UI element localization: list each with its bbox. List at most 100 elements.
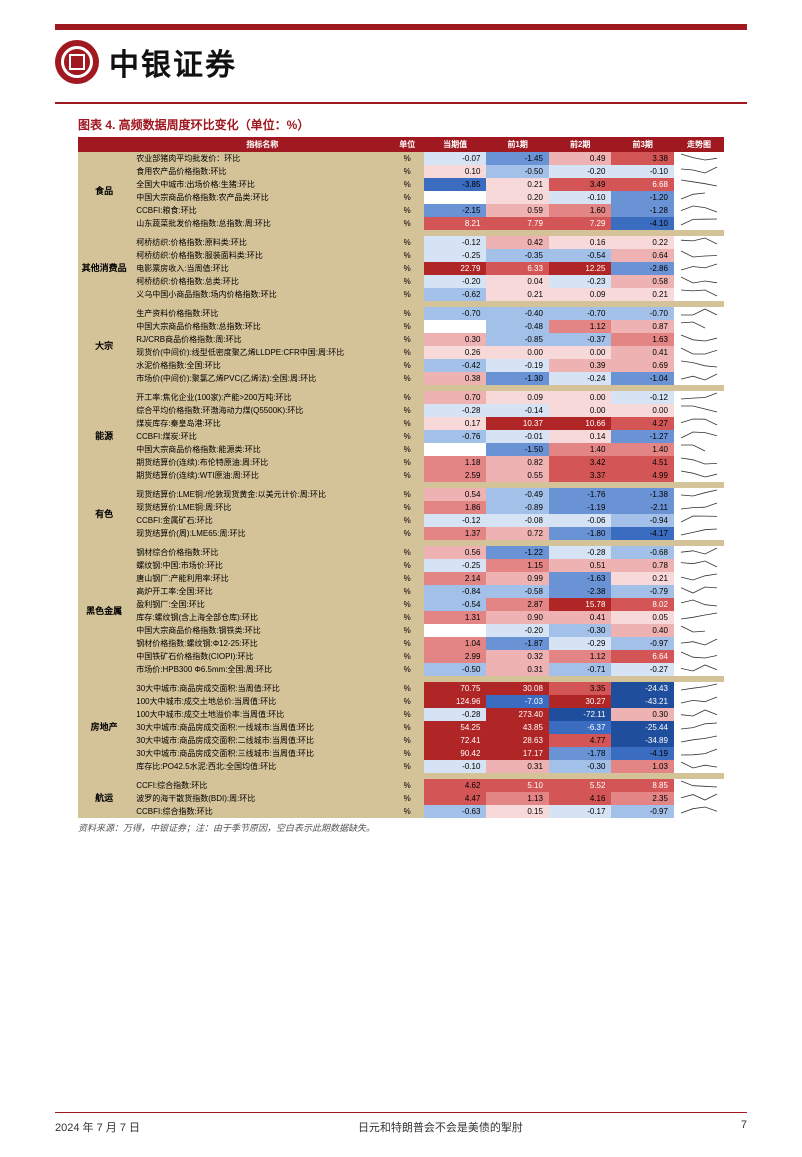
sparkline-cell [674,275,724,288]
value-cell: -0.68 [611,546,674,559]
unit-cell: % [391,165,424,178]
sparkline-cell [674,288,724,301]
bank-logo-icon [55,40,99,84]
value-cell: 0.39 [549,359,612,372]
col-p1: 前1期 [486,137,549,152]
sparkline-cell [674,346,724,359]
indicator-name: 钢材综合价格指数:环比 [134,546,390,559]
table-row: 中国大宗商品价格指数:农产品类:环比%0.20-0.10-1.20 [78,191,724,204]
value-cell: -0.94 [611,514,674,527]
value-cell: 0.55 [486,469,549,482]
value-cell: -34.89 [611,734,674,747]
indicator-name: 煤炭库存:秦皇岛港:环比 [134,417,390,430]
unit-cell: % [391,333,424,346]
value-cell: -0.84 [424,585,487,598]
unit-cell: % [391,734,424,747]
value-cell: 0.21 [611,288,674,301]
sparkline-cell [674,559,724,572]
value-cell: 15.78 [549,598,612,611]
unit-cell: % [391,546,424,559]
sparkline-cell [674,747,724,760]
value-cell: -0.70 [611,307,674,320]
indicator-name: 现货结算价:LME铜:/伦敦现货黄金:以美元计价:周:环比 [134,488,390,501]
table-row: 中国铁矿石价格指数(CIOPI):环比%2.990.321.126.64 [78,650,724,663]
value-cell: -1.76 [549,488,612,501]
value-cell: 0.09 [486,391,549,404]
indicator-name: 柯桥纺织:价格指数:服装面料类:环比 [134,249,390,262]
value-cell: -0.63 [424,805,487,818]
indicator-name: 波罗的海干散货指数(BDI):周:环比 [134,792,390,805]
value-cell: 5.10 [486,779,549,792]
value-cell: 7.29 [549,217,612,230]
value-cell: -0.12 [611,391,674,404]
value-cell [424,320,487,333]
table-row: CCBFI:金属矿石:环比%-0.12-0.08-0.06-0.94 [78,514,724,527]
value-cell: -1.87 [486,637,549,650]
chart-title: 图表 4. 高频数据周度环比变化（单位：%） [78,116,724,133]
sparkline-cell [674,443,724,456]
value-cell: 0.90 [486,611,549,624]
unit-cell: % [391,501,424,514]
unit-cell: % [391,359,424,372]
indicator-name: 柯桥纺织:价格指数:总类:环比 [134,275,390,288]
value-cell: -0.97 [611,805,674,818]
value-cell: 0.41 [611,346,674,359]
value-cell: -0.62 [424,288,487,301]
sparkline-cell [674,624,724,637]
unit-cell: % [391,236,424,249]
value-cell: 0.58 [611,275,674,288]
value-cell: 0.00 [611,404,674,417]
value-cell: -0.20 [549,165,612,178]
value-cell: -1.28 [611,204,674,217]
indicator-name: 30大中城市:商品房成交面积:二线城市:当周值:环比 [134,734,390,747]
value-cell: 2.59 [424,469,487,482]
category-cell: 房地产 [78,682,134,773]
value-cell: 0.69 [611,359,674,372]
unit-cell: % [391,792,424,805]
indicator-name: 期货结算价(连续):WTI原油:周:环比 [134,469,390,482]
sparkline-cell [674,178,724,191]
value-cell: -1.19 [549,501,612,514]
table-row: 现货结算价(周):LME65:周:环比%1.370.72-1.80-4.17 [78,527,724,540]
col-current: 当期值 [424,137,487,152]
table-row: CCBFI:综合指数:环比%-0.630.15-0.17-0.97 [78,805,724,818]
value-cell: -2.11 [611,501,674,514]
unit-cell: % [391,430,424,443]
value-cell: -0.37 [549,333,612,346]
value-cell: 0.04 [486,275,549,288]
table-row: 有色现货结算价:LME铜:/伦敦现货黄金:以美元计价:周:环比%0.54-0.4… [78,488,724,501]
indicator-name: 30大中城市:商品房成交面积:当周值:环比 [134,682,390,695]
value-cell: 4.16 [549,792,612,805]
value-cell: -1.50 [486,443,549,456]
sparkline-cell [674,165,724,178]
table-row: 30大中城市:商品房成交面积:二线城市:当周值:环比%72.4128.634.7… [78,734,724,747]
value-cell: 1.31 [424,611,487,624]
col-trend: 走势图 [674,137,724,152]
table-row: 期货结算价(连续):WTI原油:周:环比%2.590.553.374.99 [78,469,724,482]
value-cell: 30.08 [486,682,549,695]
unit-cell: % [391,320,424,333]
value-cell: 0.14 [549,430,612,443]
table-row: 钢材价格指数:螺纹钢:Φ12-25:环比%1.04-1.87-0.29-0.97 [78,637,724,650]
indicator-name: 现货结算价(周):LME65:周:环比 [134,527,390,540]
value-cell: 30.27 [549,695,612,708]
unit-cell: % [391,191,424,204]
unit-cell: % [391,708,424,721]
col-p2: 前2期 [549,137,612,152]
value-cell: 54.25 [424,721,487,734]
value-cell: -6.37 [549,721,612,734]
value-cell: 10.37 [486,417,549,430]
sparkline-cell [674,695,724,708]
value-cell: -1.30 [486,372,549,385]
value-cell: 3.35 [549,682,612,695]
value-cell: -0.10 [549,191,612,204]
table-row: 100大中城市:成交土地总价:当周值:环比%124.96-7.0330.27-4… [78,695,724,708]
value-cell: 1.04 [424,637,487,650]
value-cell: 0.72 [486,527,549,540]
value-cell: 0.31 [486,760,549,773]
value-cell: 0.49 [549,152,612,165]
unit-cell: % [391,249,424,262]
sparkline-cell [674,333,724,346]
value-cell: 4.62 [424,779,487,792]
table-row: 盈利钢厂:全国:环比%-0.542.8715.788.02 [78,598,724,611]
